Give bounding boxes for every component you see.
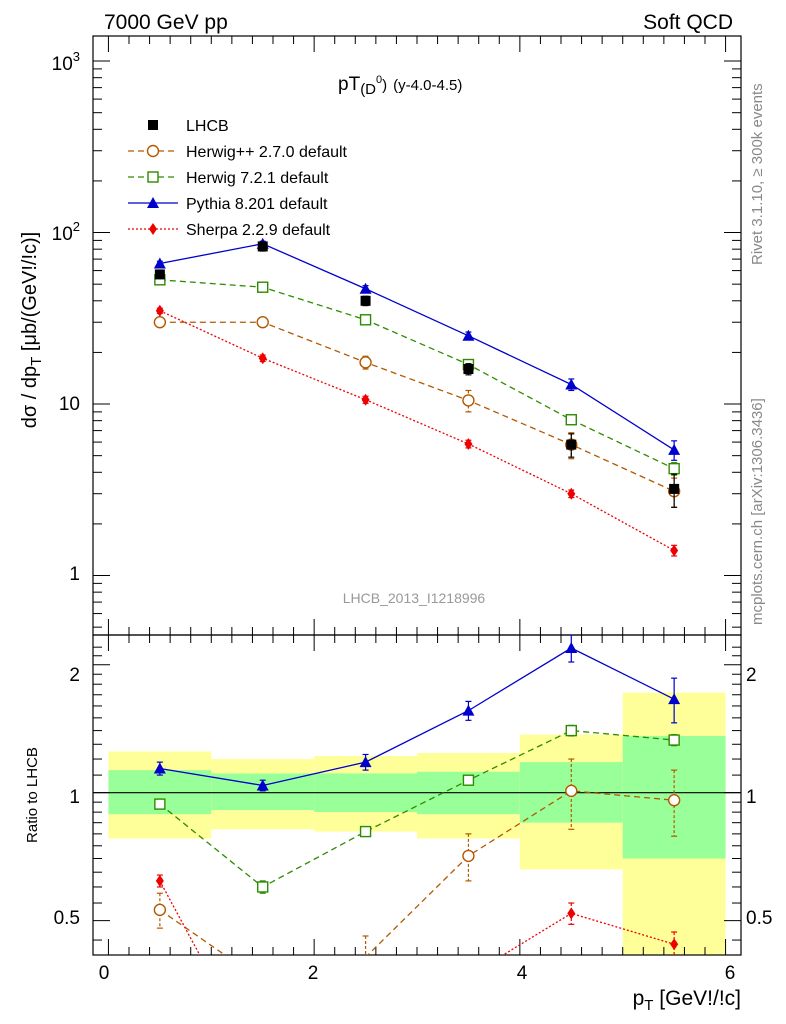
main-point-lhcb	[360, 295, 371, 306]
legend-label: Herwig 7.2.1 default	[186, 170, 329, 187]
legend-marker	[146, 144, 160, 158]
main-point-pythia-8-201-default	[462, 329, 475, 341]
main-point-herwig-7-2-1-default	[668, 462, 680, 475]
main-point-lhcb	[154, 269, 165, 280]
ratio-point-herwig-7-2-1-default	[359, 825, 372, 838]
main-line-pythia-8-201-default	[159, 243, 675, 451]
ratio-point-pythia-8-201-default	[153, 762, 166, 774]
x-tick-label: 2	[308, 963, 319, 984]
ratio-point-herwig-7-2-1-default	[257, 881, 269, 893]
main-point-pythia-8-201-default	[668, 443, 681, 455]
legend	[128, 120, 178, 235]
main-y-axis-label: dσ / dpT [μb/(GeV!/!c)]	[19, 232, 45, 428]
main-point-sherpa-2-2-9-default	[670, 544, 679, 557]
ratio-y-tick-label: 0.5	[54, 908, 80, 929]
legend-marker	[148, 120, 158, 130]
x-axis-label: pT [GeV!/!c]	[633, 987, 741, 1014]
main-point-sherpa-2-2-9-default	[258, 352, 267, 365]
ratio-point-herwig-7-2-1-default	[462, 774, 475, 786]
legend-marker	[147, 197, 159, 208]
category-label: Soft QCD	[643, 11, 733, 34]
main-y-tick-label: 10	[59, 394, 80, 415]
ratio-point-pythia-8-201-default	[359, 756, 372, 768]
ratio-point-sherpa-2-2-9-default	[567, 907, 576, 920]
legend-label: LHCB	[186, 118, 229, 135]
legend-marker	[149, 223, 157, 235]
main-point-sherpa-2-2-9-default	[155, 304, 164, 317]
main-point-sherpa-2-2-9-default	[567, 487, 576, 500]
main-line-herwig-7-2-1-default	[159, 279, 675, 470]
main-point-herwig-2-7-0-default	[462, 394, 475, 407]
main-series-group	[153, 237, 681, 557]
ratio-point-sherpa-2-2-9-default	[670, 938, 679, 951]
main-point-herwig-7-2-1-default	[565, 414, 577, 426]
ratio-line-herwig-7-2-1-default	[159, 729, 675, 888]
main-point-herwig-2-7-0-default	[153, 316, 167, 329]
ratio-point-herwig-2-7-0-default	[565, 784, 578, 798]
legend-label: Sherpa 2.2.9 default	[186, 222, 331, 239]
ratio-point-herwig-7-2-1-default	[565, 724, 577, 737]
main-point-lhcb	[257, 241, 268, 252]
x-tick-label: 0	[99, 963, 110, 984]
analysis-watermark: LHCB_2013_I1218996	[343, 590, 486, 606]
main-point-herwig-7-2-1-default	[359, 314, 372, 326]
main-point-pythia-8-201-default	[565, 378, 578, 390]
ratio-point-pythia-8-201-default	[462, 704, 475, 716]
x-tick-label: 4	[517, 963, 528, 984]
main-point-pythia-8-201-default	[359, 282, 372, 294]
ratio-y-tick-label: 2	[69, 665, 80, 686]
ratio-point-herwig-2-7-0-default	[153, 903, 167, 917]
main-y-tick-label: 1	[69, 564, 80, 585]
main-point-herwig-2-7-0-default	[256, 316, 269, 329]
ratio-point-herwig-2-7-0-default	[667, 794, 681, 807]
legend-label: Pythia 8.201 default	[186, 196, 328, 213]
main-point-herwig-2-7-0-default	[359, 356, 372, 369]
main-point-herwig-7-2-1-default	[257, 281, 269, 293]
ratio-point-pythia-8-201-default	[668, 693, 681, 705]
main-point-pythia-8-201-default	[153, 257, 166, 269]
main-point-lhcb	[463, 364, 474, 375]
x-tick-label: 6	[725, 963, 736, 984]
rivet-version-label: Rivet 3.1.10, ≥ 300k events	[749, 83, 766, 265]
ratio-y-tick-label-right: 2	[746, 665, 757, 686]
main-point-sherpa-2-2-9-default	[361, 393, 370, 406]
main-point-lhcb	[669, 483, 680, 494]
ratio-point-herwig-7-2-1-default	[154, 798, 166, 810]
main-title: pT(D0) (y-4.0-4.5)	[338, 74, 462, 98]
main-y-tick-label: 103	[52, 49, 80, 75]
mcplots-label: mcplots.cern.ch [arXiv:1306.3436]	[749, 398, 766, 625]
ratio-line-herwig-2-7-0-default	[159, 790, 675, 955]
collision-label: 7000 GeV pp	[104, 11, 228, 34]
ratio-line-pythia-8-201-default	[159, 647, 675, 787]
ratio-y-tick-label-right: 1	[746, 787, 757, 808]
main-line-herwig-2-7-0-default	[159, 321, 675, 492]
ratio-point-pythia-8-201-default	[256, 779, 269, 791]
ratio-point-sherpa-2-2-9-default	[155, 874, 164, 887]
ratio-point-herwig-7-2-1-default	[668, 734, 680, 746]
ratio-point-herwig-2-7-0-default	[462, 849, 475, 863]
main-y-tick-label: 102	[52, 219, 80, 245]
main-point-sherpa-2-2-9-default	[464, 437, 473, 450]
ratio-y-tick-label-right: 0.5	[746, 908, 772, 929]
legend-label: Herwig++ 2.7.0 default	[186, 144, 348, 161]
ratio-y-tick-label: 1	[69, 787, 80, 808]
ratio-y-axis-label: Ratio to LHCB	[24, 747, 41, 843]
main-line-sherpa-2-2-9-default	[159, 310, 675, 552]
ratio-series-group	[153, 635, 681, 955]
ratio-point-pythia-8-201-default	[565, 642, 578, 654]
legend-marker	[147, 171, 159, 183]
main-point-lhcb	[566, 439, 577, 450]
